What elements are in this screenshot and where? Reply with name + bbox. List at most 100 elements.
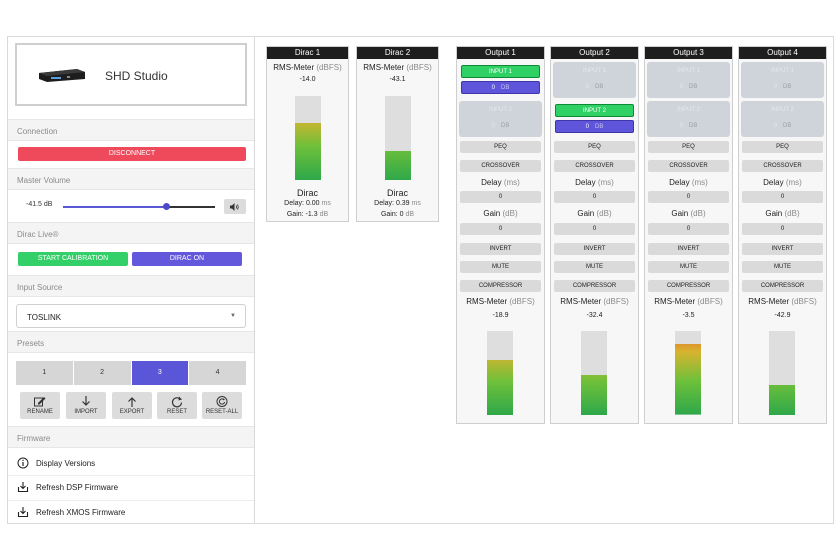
mute-button[interactable]: MUTE	[460, 261, 541, 273]
preset-actions: RENAME IMPORT EXPORT RESET RESET-ALL	[20, 392, 244, 419]
rename-button[interactable]: RENAME	[20, 392, 60, 419]
db-unit: DB	[783, 84, 792, 90]
device-card[interactable]: SHD Studio	[15, 43, 247, 106]
master-mute-button[interactable]	[224, 199, 246, 214]
mute-button[interactable]: MUTE	[554, 261, 635, 273]
gain-title: Gain (dB)	[645, 209, 732, 218]
gain-label: Gain:	[286, 211, 304, 218]
invert-button[interactable]: INVERT	[742, 243, 823, 255]
crossover-button[interactable]: CROSSOVER	[648, 160, 729, 172]
preset-tab-4[interactable]: 4	[189, 361, 246, 385]
invert-button[interactable]: INVERT	[460, 243, 541, 255]
connection-header: Connection	[8, 119, 254, 141]
gain-value: 0	[399, 211, 404, 218]
input-1-toggle[interactable]: INPUT 1	[677, 68, 700, 74]
input-2-gain[interactable]: 0 DB	[461, 120, 540, 133]
volume-slider-thumb[interactable]	[163, 203, 171, 210]
mute-button[interactable]: MUTE	[648, 261, 729, 273]
panel-title: Output 2	[551, 47, 638, 59]
input-2-toggle[interactable]: INPUT 2	[771, 107, 794, 113]
delay-input[interactable]: 0	[460, 191, 541, 203]
speaker-icon	[230, 202, 239, 211]
invert-button[interactable]: INVERT	[554, 243, 635, 255]
peq-button[interactable]: PEQ	[460, 141, 541, 153]
reset-all-button[interactable]: RESET-ALL	[202, 392, 242, 419]
input-1-toggle[interactable]: INPUT 1	[461, 65, 540, 78]
input-1-gain[interactable]: 0 DB	[649, 81, 728, 94]
input-2-toggle[interactable]: INPUT 2	[555, 104, 634, 117]
ms-unit: (ms)	[785, 178, 802, 187]
export-icon	[128, 397, 136, 407]
import-button[interactable]: IMPORT	[66, 392, 106, 419]
input-2-gain[interactable]: 0 DB	[649, 120, 728, 133]
compressor-button[interactable]: COMPRESSOR	[742, 280, 823, 292]
dirac-meter-fill	[385, 150, 411, 180]
firmware-item-label: Refresh DSP Firmware	[36, 483, 119, 492]
output-meter	[581, 331, 607, 415]
delay-input[interactable]: 0	[742, 191, 823, 203]
preset-tab-2[interactable]: 2	[73, 361, 131, 385]
dbfs-unit: (dBFS)	[509, 297, 535, 306]
rms-meter-label: RMS-Meter (dBFS)	[267, 63, 348, 72]
delay-input[interactable]: 0	[648, 191, 729, 203]
reset-button[interactable]: RESET	[157, 392, 197, 419]
input-1-gain[interactable]: 0 DB	[461, 81, 540, 94]
info-icon	[17, 457, 29, 469]
disconnect-button[interactable]: DISCONNECT	[18, 147, 246, 161]
start-calibration-button[interactable]: START CALIBRATION	[18, 252, 128, 266]
volume-value: -41.5 dB	[26, 201, 53, 208]
dirac-meter	[385, 96, 411, 180]
dirac-panel-2: Dirac 2 RMS-Meter (dBFS) -43.1 Dirac Delay: …	[356, 46, 439, 222]
input-1-gain[interactable]: 0 DB	[743, 81, 822, 94]
delay-input[interactable]: 0	[554, 191, 635, 203]
action-label: RESET	[166, 409, 187, 415]
output-panel-2: Output 2 INPUT 1 0 DB INPUT 2 0 DB PEQ CROSSOVER…	[550, 46, 639, 424]
volume-slider-fill	[63, 206, 167, 208]
input-source-select[interactable]: TOSLINK ▼	[16, 304, 246, 328]
delay-value: 0.39	[395, 200, 410, 207]
input-1-toggle[interactable]: INPUT 1	[583, 68, 606, 74]
panel-title: Output 3	[645, 47, 732, 59]
input-1-gain[interactable]: 0 DB	[555, 81, 634, 94]
input-gain-value: 0	[491, 123, 495, 129]
divider	[8, 500, 254, 501]
volume-slider[interactable]	[63, 203, 215, 210]
delay-title: Delay (ms)	[457, 178, 544, 187]
compressor-button[interactable]: COMPRESSOR	[648, 280, 729, 292]
input-2-toggle[interactable]: INPUT 2	[489, 107, 512, 113]
panel-title: Output 1	[457, 47, 544, 59]
gain-input[interactable]: 0	[460, 223, 541, 235]
db-unit: DB	[783, 123, 792, 129]
gain-title: Gain (dB)	[739, 209, 826, 218]
firmware-item-label: Refresh XMOS Firmware	[36, 508, 126, 517]
peq-button[interactable]: PEQ	[554, 141, 635, 153]
compressor-button[interactable]: COMPRESSOR	[554, 280, 635, 292]
rms-value: -14.0	[299, 76, 316, 83]
input-2-gain[interactable]: 0 DB	[743, 120, 822, 133]
crossover-button[interactable]: CROSSOVER	[554, 160, 635, 172]
crossover-button[interactable]: CROSSOVER	[742, 160, 823, 172]
dirac-label: Dirac	[386, 188, 408, 198]
input-1-toggle[interactable]: INPUT 1	[771, 68, 794, 74]
delay-title: Delay (ms)	[645, 178, 732, 187]
input-source-value: TOSLINK	[27, 313, 62, 322]
gain-input[interactable]: 0	[648, 223, 729, 235]
export-button[interactable]: EXPORT	[112, 392, 152, 419]
peq-button[interactable]: PEQ	[648, 141, 729, 153]
mute-button[interactable]: MUTE	[742, 261, 823, 273]
gain-input[interactable]: 0	[742, 223, 823, 235]
invert-button[interactable]: INVERT	[648, 243, 729, 255]
peq-button[interactable]: PEQ	[742, 141, 823, 153]
dirac-on-button[interactable]: DIRAC ON	[132, 252, 242, 266]
crossover-button[interactable]: CROSSOVER	[460, 160, 541, 172]
preset-tab-3[interactable]: 3	[131, 361, 189, 385]
rms-meter-text: RMS-Meter	[748, 297, 790, 306]
preset-tab-1[interactable]: 1	[16, 361, 73, 385]
action-label: RESET-ALL	[205, 409, 239, 415]
compressor-button[interactable]: COMPRESSOR	[460, 280, 541, 292]
input-2-toggle[interactable]: INPUT 2	[677, 107, 700, 113]
gain-input[interactable]: 0	[554, 223, 635, 235]
input-2-gain[interactable]: 0 DB	[555, 120, 634, 133]
gain-value: -1.3	[305, 211, 318, 218]
